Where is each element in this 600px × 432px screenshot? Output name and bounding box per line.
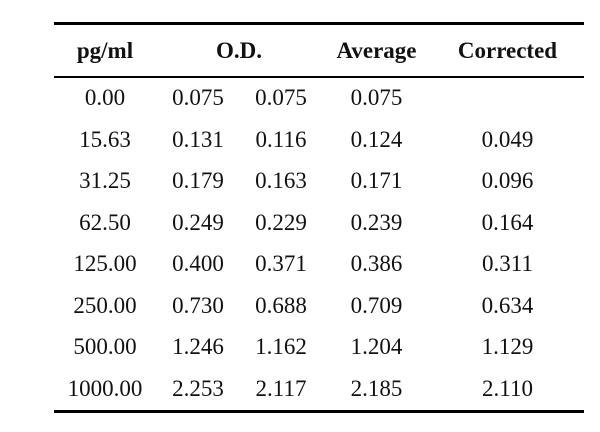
cell-od2: 0.116 <box>255 126 307 152</box>
cell-corrected <box>431 78 584 120</box>
cell-corrected: 0.311 <box>482 251 533 277</box>
cell-pg-ml: 500.00 <box>73 334 137 360</box>
cell-od1: 0.179 <box>172 168 224 194</box>
cell-od1: 0.131 <box>172 126 224 152</box>
cell-pg-ml: 15.63 <box>79 126 131 152</box>
cell-od2: 1.162 <box>255 334 307 360</box>
table-row: 1000.00 2.253 2.117 2.185 2.110 <box>54 368 584 410</box>
header-average: Average <box>336 37 417 63</box>
header-pg-ml: pg/ml <box>76 37 134 63</box>
cell-od2: 0.371 <box>255 251 307 277</box>
data-table-body: 0.00 0.075 0.075 0.075 15.63 0.131 0.116 0.124 0… <box>54 78 584 410</box>
cell-od1: 0.249 <box>172 209 224 235</box>
cell-od1: 2.253 <box>172 375 224 401</box>
cell-corrected: 0.049 <box>481 126 534 152</box>
table-bottom-rule <box>54 409 584 413</box>
cell-od1: 0.730 <box>172 292 224 318</box>
header-od: O.D. <box>216 37 262 63</box>
cell-pg-ml: 125.00 <box>73 251 137 277</box>
header-row: pg/ml O.D. Average Corrected <box>54 25 584 76</box>
cell-pg-ml: 62.50 <box>79 209 131 235</box>
cell-od2: 0.075 <box>255 85 307 111</box>
table-row: 125.00 0.400 0.371 0.386 0.311 <box>54 244 584 286</box>
cell-pg-ml: 31.25 <box>79 168 131 194</box>
cell-pg-ml: 0.00 <box>84 85 126 111</box>
cell-pg-ml: 1000.00 <box>67 375 143 401</box>
cell-corrected: 0.164 <box>481 209 534 235</box>
cell-od2: 0.163 <box>255 168 307 194</box>
table-header-rule <box>54 76 584 78</box>
cell-corrected: 2.110 <box>482 375 533 401</box>
cell-average: 2.185 <box>350 375 403 401</box>
table-row: 0.00 0.075 0.075 0.075 <box>54 78 584 120</box>
table-top-rule <box>54 22 584 25</box>
cell-average: 1.204 <box>350 334 403 360</box>
data-table: pg/ml O.D. Average Corrected <box>54 25 584 76</box>
cell-corrected: 1.129 <box>481 334 534 360</box>
header-corrected: Corrected <box>457 37 558 63</box>
cell-corrected: 0.096 <box>481 168 534 194</box>
cell-average: 0.124 <box>350 126 403 152</box>
cell-od1: 0.075 <box>172 85 224 111</box>
table-row: 500.00 1.246 1.162 1.204 1.129 <box>54 327 584 369</box>
cell-od1: 1.246 <box>172 334 224 360</box>
table-row: 31.25 0.179 0.163 0.171 0.096 <box>54 161 584 203</box>
cell-pg-ml: 250.00 <box>73 292 137 318</box>
cell-od2: 2.117 <box>255 375 307 401</box>
cell-average: 0.075 <box>350 85 403 111</box>
table-row: 15.63 0.131 0.116 0.124 0.049 <box>54 119 584 161</box>
table-row: 62.50 0.249 0.229 0.239 0.164 <box>54 202 584 244</box>
cell-od2: 0.229 <box>255 209 307 235</box>
cell-average: 0.386 <box>350 251 403 277</box>
cell-od1: 0.400 <box>172 251 224 277</box>
cell-od2: 0.688 <box>255 292 307 318</box>
table-row: 250.00 0.730 0.688 0.709 0.634 <box>54 285 584 327</box>
cell-average: 0.709 <box>350 292 403 318</box>
cell-average: 0.171 <box>350 168 403 194</box>
standard-curve-table: pg/ml O.D. Average Corrected 0.00 0.075 0.… <box>54 22 584 413</box>
cell-corrected: 0.634 <box>481 292 534 318</box>
cell-average: 0.239 <box>350 209 403 235</box>
